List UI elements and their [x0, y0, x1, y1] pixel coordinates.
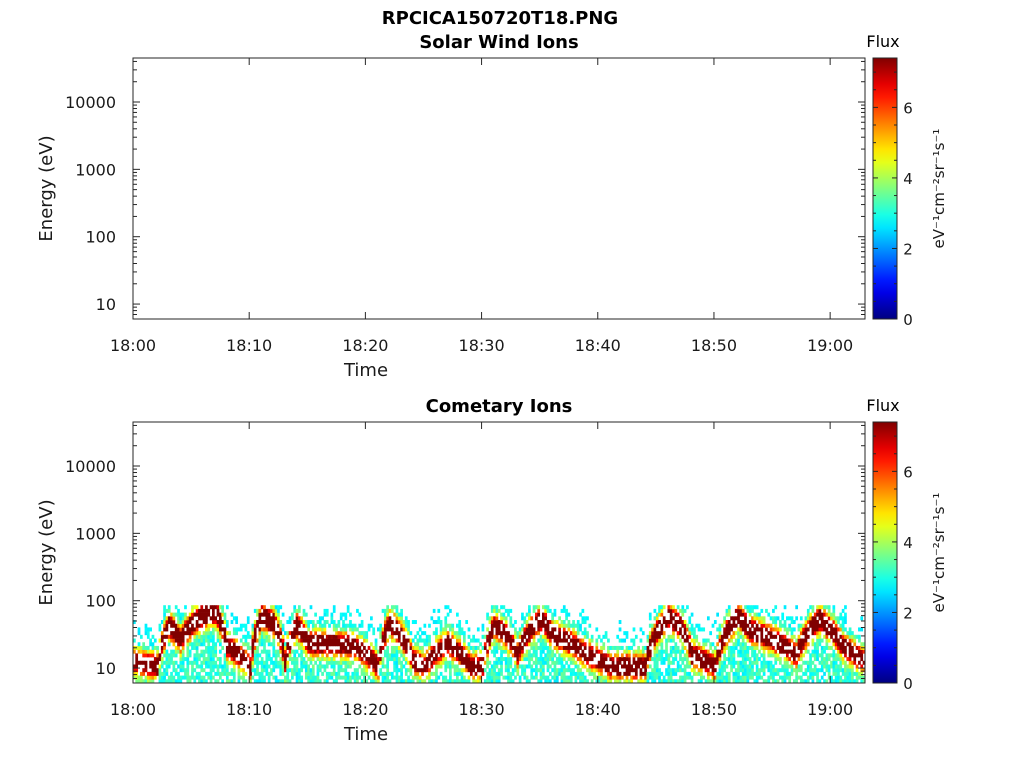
- x-tick-label: 19:00: [807, 336, 853, 355]
- cometary-ions-panel: Cometary Ions 10 100 1000 10000 18:00 18:10 18:…: [36, 396, 948, 745]
- x-tick-label: 18:30: [459, 336, 505, 355]
- x-tick-label: 18:40: [575, 336, 621, 355]
- colorbar-tick-label: 4: [903, 534, 913, 552]
- colorbar-title: Flux: [866, 396, 899, 415]
- x-tick-label: 18:10: [226, 336, 272, 355]
- y-tick-label: 10: [96, 659, 116, 678]
- colorbar-tick-label: 2: [903, 240, 913, 258]
- x-tick-label: 18:00: [110, 700, 156, 719]
- spectrogram: [133, 605, 865, 683]
- colorbar-label: eV⁻¹cm⁻²sr⁻¹s⁻¹: [930, 493, 948, 613]
- colorbar-tick-label: 0: [903, 675, 913, 693]
- colorbar-title: Flux: [866, 32, 899, 51]
- x-tick-label: 18:10: [226, 700, 272, 719]
- x-tick-label: 19:00: [807, 700, 853, 719]
- panel-title: Solar Wind Ions: [419, 32, 578, 53]
- solar-wind-panel: Solar Wind Ions 10 100 1000 10000 18:00 18:10 1…: [36, 32, 948, 381]
- y-tick-label: 100: [85, 228, 116, 247]
- colorbar: [872, 57, 898, 320]
- colorbar-tick-label: 4: [903, 170, 913, 188]
- colorbar-tick-label: 6: [903, 463, 913, 481]
- figure-title: RPCICA150720T18.PNG: [382, 8, 618, 29]
- y-axis-label: Energy (eV): [36, 499, 57, 605]
- y-tick-label: 10000: [65, 457, 116, 476]
- colorbar-label: eV⁻¹cm⁻²sr⁻¹s⁻¹: [930, 129, 948, 249]
- panel-title: Cometary Ions: [426, 396, 573, 417]
- y-tick-label: 1000: [75, 524, 116, 543]
- colorbar-tick-label: 2: [903, 604, 913, 622]
- x-tick-label: 18:50: [691, 336, 737, 355]
- x-tick-label: 18:50: [691, 700, 737, 719]
- x-tick-label: 18:00: [110, 336, 156, 355]
- y-tick-label: 10000: [65, 93, 116, 112]
- x-tick-label: 18:20: [342, 700, 388, 719]
- colorbar-tick-label: 0: [903, 311, 913, 329]
- x-tick-label: 18:30: [459, 700, 505, 719]
- y-tick-label: 100: [85, 592, 116, 611]
- y-axis-label: Energy (eV): [36, 135, 57, 241]
- plot-frame: [132, 57, 866, 320]
- plot-frame: [132, 421, 866, 684]
- x-axis-label: Time: [343, 724, 388, 745]
- colorbar-tick-label: 6: [903, 99, 913, 117]
- y-tick-label: 10: [96, 295, 116, 314]
- x-tick-label: 18:20: [342, 336, 388, 355]
- y-tick-label: 1000: [75, 160, 116, 179]
- x-tick-label: 18:40: [575, 700, 621, 719]
- colorbar: [872, 421, 898, 684]
- x-axis-label: Time: [343, 360, 388, 381]
